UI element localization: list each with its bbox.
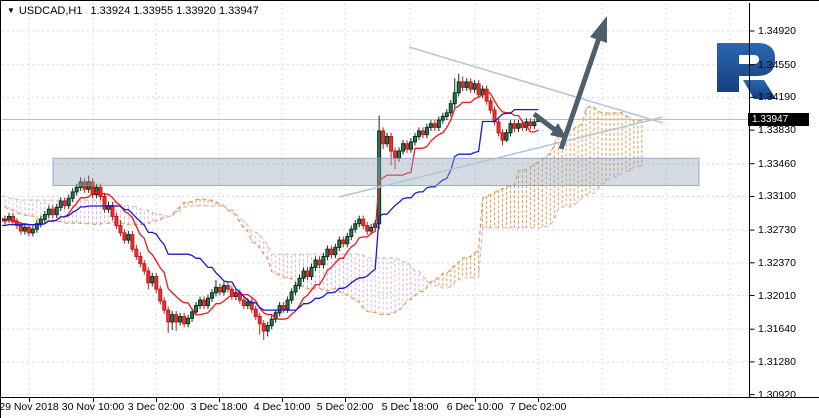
pullback-down-arrow[interactable] [532,112,567,139]
senkou-span-b-line [2,165,642,289]
price-axis-label: 1.34920 [758,25,796,37]
chart-title: ▼ USDCAD,H1 1.33924 1.33955 1.33920 1.3394… [7,5,259,17]
price-axis-label: 1.32370 [758,256,796,269]
price-axis-label: 1.33460 [758,157,796,170]
time-axis-label: 29 Nov 2018 [0,401,59,413]
price-axis[interactable]: 1.34920 1.34550 1.34190 1.33830 1.33460 1.331… [750,3,819,401]
chart-frame [1,3,819,402]
resistance-zone-band[interactable] [52,157,700,187]
senkou-span-a-line [2,105,642,316]
price-axis-label: 1.31280 [758,355,796,368]
price-axis-label: 1.34550 [758,58,796,71]
price-axis-label: 1.31640 [758,323,796,336]
tenkan-sen-line[interactable] [1,89,539,320]
current-price-flag: 1.33947 [748,112,809,126]
price-axis-label: 1.32730 [758,224,796,237]
price-axis-label: 1.33100 [758,190,796,203]
time-axis-label: 5 Dec 02:00 [316,401,374,413]
price-axis-label: 1.33830 [758,124,796,137]
symbol-dropdown-icon[interactable]: ▼ [7,6,15,15]
time-axis-label: 30 Nov 10:00 [61,401,125,413]
time-axis-label: 7 Dec 02:00 [509,401,567,413]
time-axis-label: 3 Dec 02:00 [127,401,185,413]
chart-ohlc-label: 1.33924 1.33955 1.33920 1.33947 [90,5,259,17]
time-axis[interactable]: 29 Nov 2018 30 Nov 10:00 3 Dec 02:00 3 Dec … [1,398,749,418]
current-price-value: 1.33947 [752,113,789,125]
kijun-sen-line[interactable] [1,108,539,311]
price-axis-label: 1.32010 [758,289,796,302]
time-axis-label: 5 Dec 18:00 [381,401,439,413]
time-axis-label: 4 Dec 10:00 [253,401,311,413]
ichimoku-cloud [4,106,643,315]
ascending-support-trendline[interactable] [338,116,664,198]
plot-area[interactable] [1,3,749,397]
price-axis-label: 1.34190 [758,91,796,104]
time-axis-label: 3 Dec 18:00 [190,401,248,413]
time-axis-label: 6 Dec 10:00 [446,401,504,413]
candlesticks [2,73,541,341]
projection-up-arrow[interactable] [558,16,607,150]
chart-symbol-label: USDCAD,H1 [18,5,83,17]
price-axis-label: 1.30920 [758,388,796,401]
roboforex-logo-icon [717,43,776,99]
descending-resistance-trendline[interactable] [408,46,664,124]
